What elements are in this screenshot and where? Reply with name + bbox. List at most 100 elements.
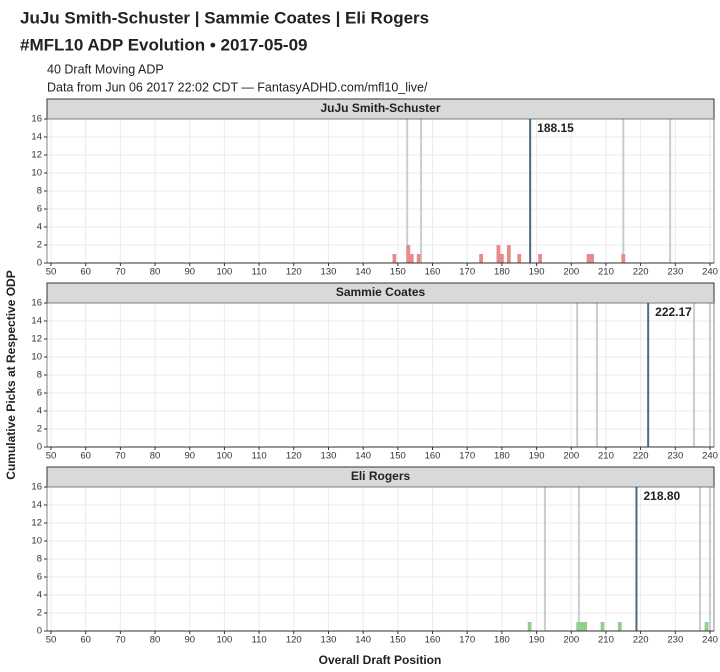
y-axis-label: Cumulative Picks at Respective ODP bbox=[4, 270, 18, 479]
strip-title: Eli Rogers bbox=[351, 469, 411, 483]
x-tick-label: 210 bbox=[598, 451, 614, 462]
y-tick-label: 6 bbox=[37, 572, 42, 583]
y-tick-label: 8 bbox=[37, 186, 42, 197]
bar bbox=[579, 622, 584, 631]
x-tick-label: 170 bbox=[459, 635, 475, 646]
x-tick-label: 220 bbox=[633, 451, 649, 462]
bar bbox=[576, 622, 581, 631]
y-tick-label: 4 bbox=[37, 222, 42, 233]
y-tick-label: 14 bbox=[31, 316, 42, 327]
x-tick-label: 160 bbox=[425, 451, 441, 462]
x-tick-label: 190 bbox=[529, 267, 545, 278]
bar bbox=[590, 254, 594, 263]
x-tick-label: 230 bbox=[667, 635, 683, 646]
x-tick-label: 150 bbox=[390, 635, 406, 646]
bar bbox=[416, 254, 421, 263]
bar bbox=[496, 245, 501, 263]
x-tick-label: 120 bbox=[286, 267, 302, 278]
y-tick-label: 4 bbox=[37, 590, 42, 601]
y-tick-label: 10 bbox=[31, 352, 42, 363]
x-tick-label: 170 bbox=[459, 267, 475, 278]
y-tick-label: 10 bbox=[31, 168, 42, 179]
title: #MFL10 ADP Evolution • 2017-05-09 bbox=[20, 35, 308, 54]
y-tick-label: 2 bbox=[37, 424, 42, 435]
x-tick-label: 50 bbox=[46, 451, 57, 462]
x-tick-label: 240 bbox=[702, 635, 718, 646]
x-tick-label: 130 bbox=[321, 267, 337, 278]
x-tick-label: 180 bbox=[494, 267, 510, 278]
x-tick-label: 200 bbox=[563, 267, 579, 278]
bar bbox=[479, 254, 483, 263]
caption: Data from Jun 06 2017 22:02 CDT — Fantas… bbox=[47, 80, 428, 94]
x-tick-label: 240 bbox=[702, 451, 718, 462]
y-tick-label: 6 bbox=[37, 388, 42, 399]
x-tick-label: 200 bbox=[563, 635, 579, 646]
x-tick-label: 90 bbox=[184, 635, 195, 646]
x-tick-label: 80 bbox=[150, 267, 161, 278]
x-tick-label: 140 bbox=[355, 267, 371, 278]
x-axis-label: Overall Draft Position bbox=[319, 653, 442, 667]
x-tick-label: 110 bbox=[252, 267, 267, 278]
y-tick-label: 0 bbox=[37, 442, 42, 453]
subtitle: 40 Draft Moving ADP bbox=[47, 62, 164, 76]
x-tick-label: 110 bbox=[252, 451, 267, 462]
x-tick-label: 60 bbox=[80, 267, 91, 278]
x-tick-label: 50 bbox=[46, 635, 57, 646]
bar bbox=[506, 245, 511, 263]
x-tick-label: 140 bbox=[355, 451, 371, 462]
x-tick-label: 90 bbox=[184, 451, 195, 462]
x-tick-label: 180 bbox=[494, 635, 510, 646]
y-tick-label: 0 bbox=[37, 626, 42, 637]
x-tick-label: 100 bbox=[216, 267, 232, 278]
adp-label: 188.15 bbox=[537, 121, 574, 135]
bar bbox=[499, 254, 504, 263]
bar bbox=[538, 254, 542, 263]
x-tick-label: 230 bbox=[667, 267, 683, 278]
x-tick-label: 100 bbox=[216, 451, 232, 462]
x-tick-label: 230 bbox=[667, 451, 683, 462]
y-tick-label: 16 bbox=[31, 298, 42, 309]
x-tick-label: 210 bbox=[598, 635, 614, 646]
x-tick-label: 90 bbox=[184, 267, 195, 278]
y-tick-label: 12 bbox=[31, 518, 42, 529]
x-tick-label: 50 bbox=[46, 267, 57, 278]
x-tick-label: 200 bbox=[563, 451, 579, 462]
panel-border bbox=[46, 302, 715, 448]
x-tick-label: 60 bbox=[80, 451, 91, 462]
y-tick-label: 2 bbox=[37, 608, 42, 619]
x-tick-label: 210 bbox=[598, 267, 614, 278]
title: JuJu Smith-Schuster | Sammie Coates | El… bbox=[20, 8, 429, 27]
x-tick-label: 80 bbox=[150, 451, 161, 462]
y-tick-label: 4 bbox=[37, 406, 42, 417]
bar bbox=[392, 254, 397, 263]
adp-label: 222.17 bbox=[655, 305, 692, 319]
y-tick-label: 2 bbox=[37, 240, 42, 251]
bar bbox=[704, 622, 709, 631]
x-tick-label: 180 bbox=[494, 451, 510, 462]
y-tick-label: 10 bbox=[31, 536, 42, 547]
panel-border bbox=[46, 118, 715, 264]
bar bbox=[409, 254, 414, 263]
bar bbox=[517, 254, 522, 263]
x-tick-label: 190 bbox=[529, 635, 545, 646]
x-tick-label: 170 bbox=[459, 451, 475, 462]
bar bbox=[617, 622, 622, 631]
x-tick-label: 220 bbox=[633, 635, 649, 646]
x-tick-label: 190 bbox=[529, 451, 545, 462]
x-tick-label: 140 bbox=[355, 635, 371, 646]
bar bbox=[527, 622, 532, 631]
x-tick-label: 150 bbox=[390, 267, 406, 278]
x-tick-label: 160 bbox=[425, 267, 441, 278]
strip-title: JuJu Smith-Schuster bbox=[320, 101, 440, 115]
x-tick-label: 70 bbox=[115, 267, 126, 278]
y-tick-label: 14 bbox=[31, 500, 42, 511]
x-tick-label: 110 bbox=[252, 635, 267, 646]
panel-border bbox=[46, 486, 715, 632]
x-tick-label: 150 bbox=[390, 451, 406, 462]
x-tick-label: 130 bbox=[321, 451, 337, 462]
y-tick-label: 8 bbox=[37, 554, 42, 565]
y-tick-label: 16 bbox=[31, 482, 42, 493]
x-tick-label: 100 bbox=[216, 635, 232, 646]
y-tick-label: 14 bbox=[31, 132, 42, 143]
